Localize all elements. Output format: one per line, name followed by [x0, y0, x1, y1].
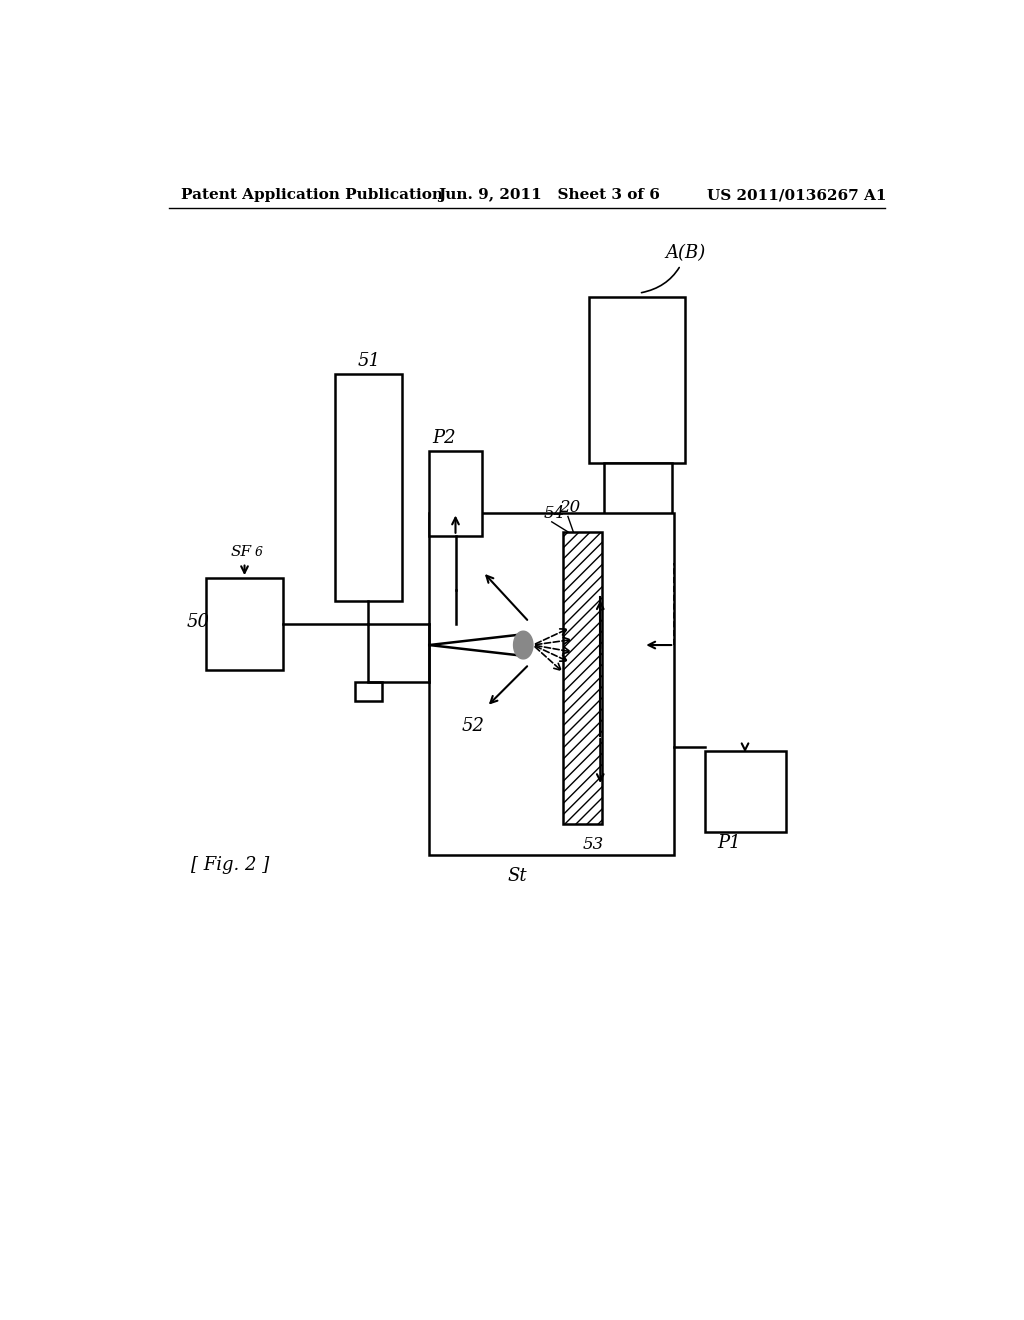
Bar [705, 751, 785, 832]
Text: Jun. 9, 2011   Sheet 3 of 6: Jun. 9, 2011 Sheet 3 of 6 [438, 189, 660, 202]
Bar [429, 451, 481, 536]
Text: 53: 53 [583, 836, 604, 853]
Text: 51: 51 [357, 352, 381, 370]
Text: Patent Application Publication: Patent Application Publication [180, 189, 442, 202]
Bar [206, 578, 283, 671]
Bar [604, 462, 672, 562]
Bar [335, 374, 402, 601]
Text: 54: 54 [544, 504, 564, 521]
Text: P2: P2 [432, 429, 456, 447]
Text: St: St [508, 867, 527, 884]
Bar [563, 532, 602, 825]
Bar [355, 682, 382, 701]
Polygon shape [514, 631, 532, 659]
Text: A(B): A(B) [641, 244, 706, 293]
Text: SF: SF [230, 545, 252, 558]
Bar [429, 512, 674, 855]
Text: 6: 6 [255, 545, 262, 558]
Text: P1: P1 [717, 834, 741, 853]
Text: [ Fig. 2 ]: [ Fig. 2 ] [190, 857, 269, 875]
Bar [589, 297, 685, 462]
Text: 20: 20 [559, 499, 580, 516]
Text: 50: 50 [186, 612, 210, 631]
Text: 52: 52 [462, 717, 484, 735]
Text: US 2011/0136267 A1: US 2011/0136267 A1 [707, 189, 886, 202]
